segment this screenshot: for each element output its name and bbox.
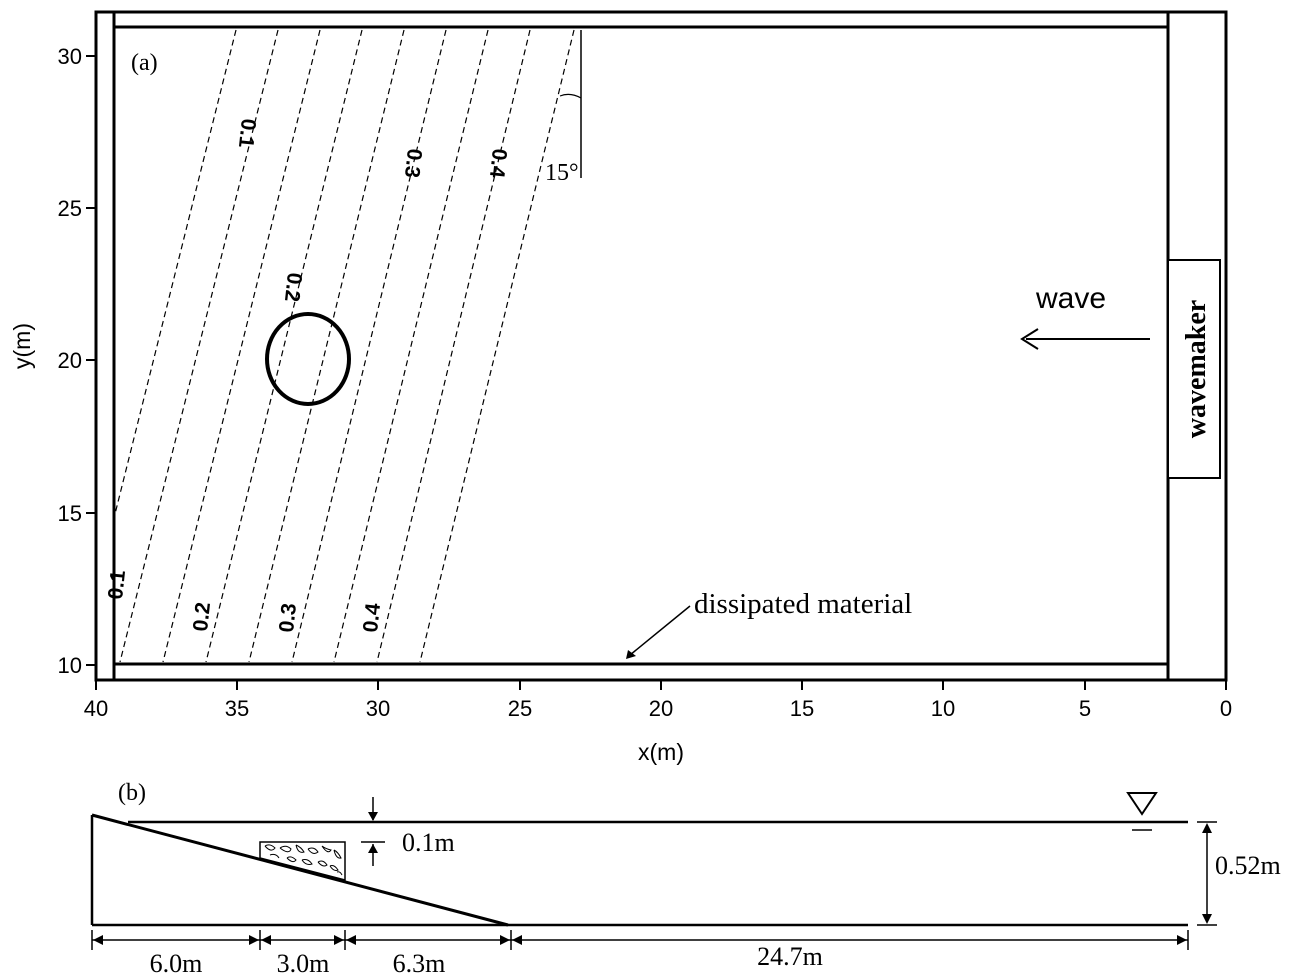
wave-label: wave — [1035, 282, 1106, 315]
depth-contours — [113, 29, 575, 663]
contour-label-top: 0.3 — [400, 147, 426, 178]
porous-structure — [259, 841, 346, 881]
depth-label: 0.52m — [1215, 851, 1281, 880]
gap-arrow-up-icon — [368, 844, 378, 853]
wavemaker-box — [1167, 259, 1221, 479]
circular-structure — [265, 312, 351, 406]
x-tick-label: 40 — [84, 696, 108, 721]
contour-line — [419, 29, 575, 663]
depth-arrow-up-icon — [1202, 823, 1212, 833]
water-level-icon — [1126, 792, 1158, 816]
contour-line — [205, 29, 363, 663]
dissipated-pointer-head-icon — [626, 650, 636, 659]
x-tick-label: 15 — [790, 696, 814, 721]
contour-label-bottom: 0.4 — [359, 602, 385, 634]
dimension-arrow-icon — [261, 935, 271, 945]
y-tick-label: 20 — [58, 348, 82, 373]
dimension-arrow-icon — [500, 935, 510, 945]
y-tick-label: 10 — [58, 653, 82, 678]
dimension-label: 3.0m — [277, 949, 330, 975]
contour-label-top: 0.2 — [280, 271, 306, 302]
y-tick-label: 25 — [58, 196, 82, 221]
x-tick-label: 5 — [1079, 696, 1091, 721]
contour-label-top: 0.1 — [234, 117, 260, 149]
dimension-label: 6.0m — [150, 949, 203, 975]
dimension-arrow-icon — [512, 935, 522, 945]
x-tick-label: 35 — [225, 696, 249, 721]
contour-labels-top: 0.1 0.2 0.3 0.4 — [234, 117, 511, 302]
contour-labels-bottom: 0.1 0.2 0.3 0.4 — [104, 569, 385, 634]
dimension-labels: 6.0m 3.0m 6.3m 24.7m — [150, 942, 823, 975]
x-tick-label: 25 — [508, 696, 532, 721]
dimension-arrow-icon — [249, 935, 259, 945]
x-tick-label: 30 — [366, 696, 390, 721]
contour-line — [291, 29, 447, 663]
x-tick-label: 10 — [931, 696, 955, 721]
angle-arc — [559, 93, 582, 99]
x-tick-marks — [95, 680, 1227, 690]
dissipated-material-label: dissipated material — [694, 588, 912, 620]
x-tick-label: 20 — [649, 696, 673, 721]
dimension-arrow-icon — [1177, 935, 1187, 945]
plot-frame — [94, 10, 1228, 682]
dimension-arrowheads — [93, 935, 1187, 945]
dissipated-material-pointer — [629, 605, 691, 656]
contour-line — [376, 29, 531, 663]
contour-line — [113, 29, 237, 519]
contour-label-bottom: 0.2 — [189, 601, 215, 632]
gap-label: 0.1m — [402, 828, 455, 857]
x-tick-labels: 40 35 30 25 20 15 10 5 0 — [84, 696, 1232, 721]
x-tick-label: 0 — [1220, 696, 1232, 721]
y-axis-label: y(m) — [9, 323, 35, 369]
contour-line — [333, 29, 489, 663]
gap-dimension — [361, 797, 385, 866]
dimension-label: 24.7m — [757, 942, 823, 971]
wavemaker-label: wavemaker — [1181, 300, 1212, 438]
panel-b-label: (b) — [118, 780, 146, 806]
wave-arrowhead-icon — [1020, 328, 1039, 350]
contour-line — [162, 29, 321, 663]
contour-line — [119, 29, 279, 663]
dimension-arrow-icon — [93, 935, 103, 945]
gap-arrow-down-icon — [368, 812, 378, 821]
dimension-label: 6.3m — [393, 949, 446, 975]
angle-label: 15° — [545, 160, 579, 186]
panel-a: 15° 0.1 0.2 0.3 0.4 0.1 0.2 0.3 0.4 (a) … — [9, 10, 1232, 765]
contour-line — [248, 29, 405, 663]
dimension-arrow-icon — [334, 935, 344, 945]
panel-a-label: (a) — [131, 50, 158, 76]
depth-arrow-down-icon — [1202, 914, 1212, 924]
contour-label-bottom: 0.1 — [104, 569, 130, 601]
contour-label-bottom: 0.3 — [275, 602, 301, 633]
dimension-arrow-icon — [346, 935, 356, 945]
y-tick-labels: 10 15 20 25 30 — [58, 44, 82, 678]
horizontal-dimensions — [91, 930, 1189, 950]
x-axis-label: x(m) — [638, 739, 684, 765]
y-tick-marks — [86, 55, 96, 666]
sloping-beach — [91, 813, 509, 927]
y-tick-label: 30 — [58, 44, 82, 69]
contour-label-top: 0.4 — [485, 147, 511, 179]
y-tick-label: 15 — [58, 501, 82, 526]
panel-b: (b) — [90, 780, 1281, 975]
